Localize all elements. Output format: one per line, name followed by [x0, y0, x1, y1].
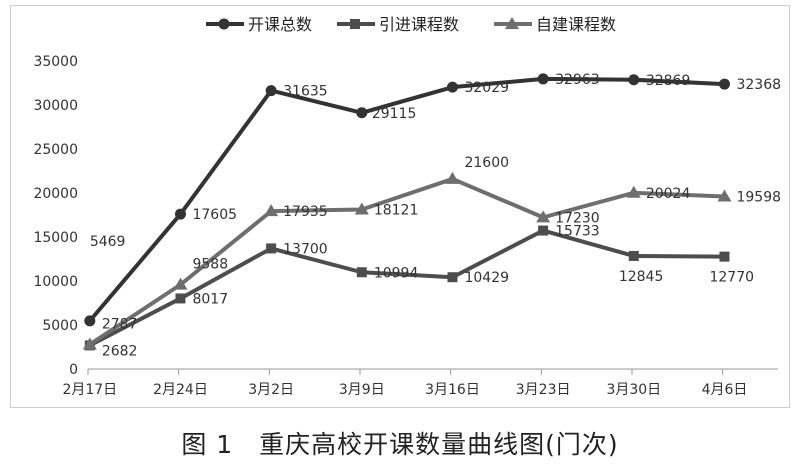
y-tick-label: 15000 [33, 230, 78, 246]
y-tick-label: 20000 [33, 186, 78, 202]
data-point [628, 74, 640, 86]
data-label: 19598 [736, 190, 781, 206]
data-label: 17605 [192, 207, 237, 223]
data-label: 8017 [192, 291, 228, 307]
legend-label: 开课总数 [248, 15, 312, 34]
data-label: 32869 [646, 73, 691, 89]
x-tick-label: 3月9日 [339, 382, 385, 398]
data-label: 10994 [374, 265, 419, 281]
data-point [356, 107, 368, 119]
data-point [445, 171, 460, 184]
data-label: 2787 [102, 316, 138, 332]
data-point [717, 189, 732, 202]
x-tick-label: 3月30日 [606, 382, 661, 398]
data-label: 32963 [555, 72, 600, 88]
legend-marker [218, 18, 230, 30]
line-chart: 2月17日 2月24日 3月2日 3月9日 3月16日 3月23日 3月30日 4月6日 0 50… [33, 15, 781, 398]
data-point [175, 293, 186, 304]
legend-marker [350, 19, 360, 29]
data-label: 9588 [192, 257, 228, 273]
x-tick-label: 4月6日 [702, 382, 748, 398]
y-tick-label: 10000 [33, 274, 78, 290]
legend-marker [505, 17, 519, 29]
legend-label: 引进课程数 [379, 15, 459, 34]
data-point [628, 250, 639, 261]
y-tick-label: 30000 [33, 98, 78, 114]
data-point [266, 243, 277, 254]
data-label: 21600 [464, 155, 509, 171]
data-label: 15733 [555, 224, 600, 240]
data-point [538, 225, 549, 236]
y-tick-label: 5000 [42, 318, 78, 334]
data-label: 12770 [709, 270, 754, 286]
data-point [173, 277, 188, 290]
data-label: 18121 [374, 203, 419, 219]
data-point [264, 204, 279, 217]
data-point [265, 85, 277, 97]
data-point [446, 81, 458, 93]
data-label: 17230 [555, 210, 600, 226]
series-line [88, 176, 725, 347]
data-point [354, 202, 369, 215]
x-tick-label: 2月17日 [62, 382, 117, 398]
data-label: 5469 [90, 234, 126, 250]
x-tick-label: 2月24日 [153, 382, 208, 398]
x-tick-label: 3月23日 [516, 382, 571, 398]
data-label: 32029 [464, 80, 509, 96]
data-label: 32368 [736, 77, 781, 93]
y-tick-label: 0 [69, 362, 78, 378]
series-line [88, 76, 725, 323]
data-label: 31635 [283, 84, 328, 100]
data-point [718, 78, 730, 90]
data-point [626, 185, 641, 198]
data-label: 2682 [102, 343, 138, 359]
chart-frame [10, 5, 790, 408]
data-label: 13700 [283, 241, 328, 257]
y-tick-label: 35000 [33, 54, 78, 70]
data-label: 10429 [464, 270, 509, 286]
figure-caption: 图 1 重庆高校开课数量曲线图(门次) [181, 430, 619, 459]
data-label: 17935 [283, 204, 328, 220]
data-point [447, 272, 458, 283]
x-tick-label: 3月16日 [425, 382, 480, 398]
data-point [356, 267, 367, 278]
x-tick-label: 3月2日 [248, 382, 294, 398]
data-label: 29115 [372, 106, 417, 122]
data-point [82, 337, 97, 350]
data-point [719, 251, 730, 262]
data-point [536, 210, 551, 223]
data-label: 12845 [619, 269, 664, 285]
data-point [84, 315, 96, 327]
data-point [174, 208, 186, 220]
data-label: 20024 [646, 186, 691, 202]
data-point [537, 73, 549, 85]
legend-label: 自建课程数 [536, 15, 616, 34]
y-tick-label: 25000 [33, 142, 78, 158]
series-line [88, 228, 725, 348]
